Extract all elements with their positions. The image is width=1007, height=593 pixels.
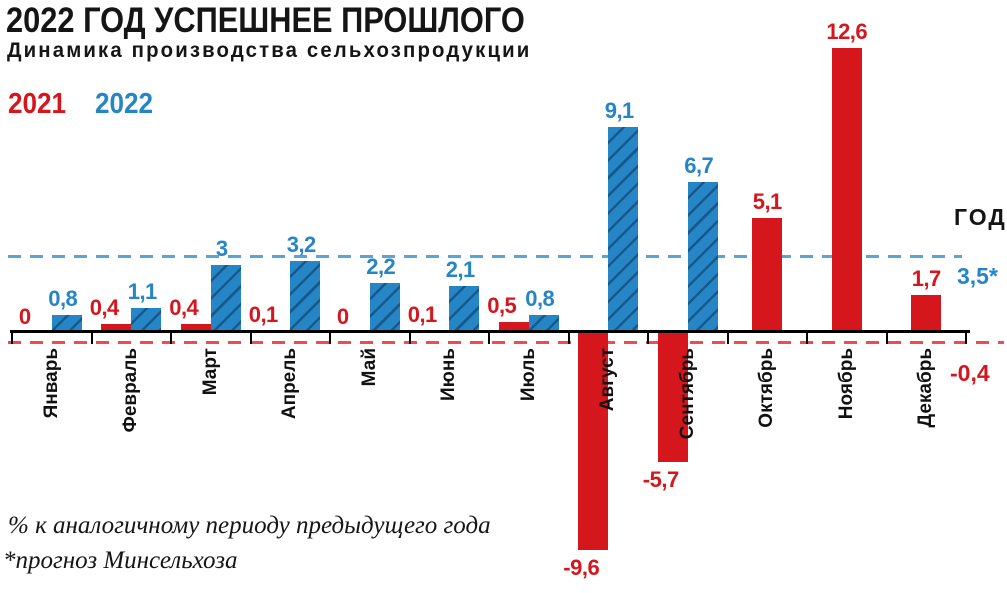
- value-label-2021-8: -9,6: [563, 554, 600, 580]
- bar-2022-8: [608, 127, 639, 333]
- footnote-unit: % к аналогичному периоду предыдущего год…: [8, 512, 491, 539]
- value-label-2021-1: 0: [18, 304, 31, 329]
- bar-2021-2: [101, 323, 132, 333]
- reference-line-2021-total: [8, 341, 1004, 344]
- axis-tick: [11, 333, 13, 344]
- x-axis: [10, 330, 970, 333]
- bar-2021-8: [578, 333, 609, 550]
- axis-tick: [885, 333, 888, 344]
- value-label-2021-5: 0: [336, 304, 349, 329]
- value-label-2022-7: 0,8: [525, 285, 555, 311]
- value-label-2022-4: 3,2: [286, 231, 317, 257]
- month-label-6: Июнь: [438, 348, 460, 402]
- bar-2021-3: [180, 323, 211, 333]
- bar-2022-4: [290, 260, 321, 333]
- month-label-1: Январь: [40, 348, 62, 419]
- year-column-label: ГОД: [954, 204, 1007, 230]
- value-label-2021-10: 5,1: [752, 188, 783, 214]
- month-label-4: Апрель: [279, 348, 301, 420]
- reference-line-2022-forecast: [8, 255, 962, 258]
- bar-2022-9: [687, 181, 718, 333]
- axis-tick: [249, 333, 252, 344]
- month-label-9: Сентябрь: [676, 348, 698, 440]
- bar-2022-6: [449, 285, 480, 333]
- legend-2022: 2022: [95, 88, 154, 120]
- bar-2022-2: [131, 308, 162, 333]
- month-label-12: Декабрь: [915, 348, 937, 428]
- value-label-2022-6: 2,1: [445, 256, 476, 282]
- month-label-10: Октябрь: [756, 348, 778, 428]
- footnote-forecast-source: *прогноз Минсельхоза: [3, 547, 238, 574]
- value-label-2021-3: 0,4: [169, 294, 199, 320]
- bar-2022-5: [369, 283, 400, 333]
- bar-2022-1: [51, 314, 82, 333]
- axis-tick: [329, 333, 331, 344]
- value-label-2022-9: 6,7: [684, 152, 714, 178]
- axis-tick: [488, 333, 490, 344]
- axis-tick: [965, 333, 967, 344]
- value-label-2021-12: 1,7: [911, 265, 942, 291]
- value-label-2021-9: -5,7: [642, 466, 679, 492]
- value-label-2021-2: 0,4: [89, 294, 120, 320]
- bar-2022-7: [528, 314, 559, 333]
- month-label-5: Май: [358, 348, 380, 387]
- value-label-2022-2: 1,1: [127, 279, 158, 305]
- month-label-3: Март: [199, 348, 221, 396]
- axis-tick: [647, 333, 649, 344]
- chart-subtitle: Динамика производства сельхозпродукции: [7, 39, 532, 62]
- bar-2021-10: [752, 217, 783, 333]
- month-label-2: Февраль: [120, 348, 142, 433]
- bar-2021-9: [657, 333, 688, 462]
- month-label-7: Июль: [517, 348, 539, 402]
- axis-tick: [170, 333, 172, 344]
- value-label-2022-5: 2,2: [366, 254, 396, 280]
- month-label-8: Август: [597, 348, 619, 412]
- axis-tick: [726, 333, 729, 344]
- bar-2021-11: [831, 48, 862, 333]
- value-label-2021-11: 12,6: [826, 19, 868, 45]
- axis-tick: [90, 333, 93, 344]
- month-label-11: Ноябрь: [835, 348, 857, 420]
- axis-tick: [806, 333, 808, 344]
- reference-label-2021-total: -0,4: [950, 360, 990, 386]
- reference-label-2022-forecast: 3,5*: [957, 263, 998, 289]
- value-label-2021-4: 0,1: [248, 301, 279, 327]
- value-label-2021-7: 0,5: [487, 292, 517, 318]
- value-label-2022-8: 9,1: [604, 98, 635, 124]
- value-label-2022-3: 3: [215, 236, 228, 262]
- value-label-2022-1: 0,8: [48, 285, 78, 311]
- axis-tick: [408, 333, 411, 344]
- legend-2021: 2021: [8, 88, 67, 120]
- bar-2021-12: [911, 294, 942, 333]
- bar-2021-7: [498, 321, 529, 333]
- value-label-2021-6: 0,1: [407, 301, 438, 327]
- bar-2022-3: [210, 265, 241, 333]
- axis-tick: [567, 333, 570, 344]
- chart-title: 2022 ГОД УСПЕШНЕЕ ПРОШЛОГО: [6, 1, 525, 40]
